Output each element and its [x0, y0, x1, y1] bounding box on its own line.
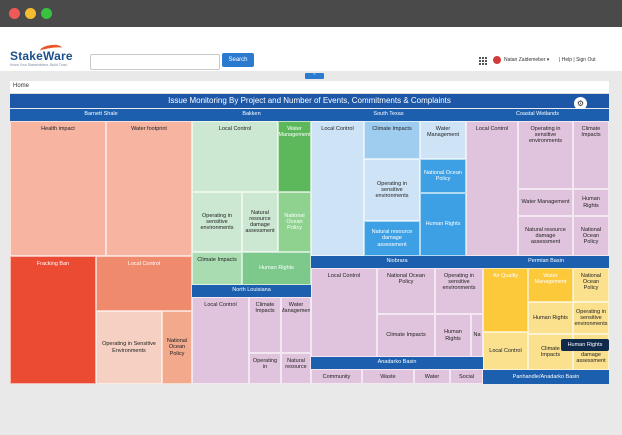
group-header[interactable]: Permian Basin	[483, 256, 609, 268]
treemap-cell[interactable]: Human Rights	[573, 189, 609, 216]
chart-title: Issue Monitoring By Project and Number o…	[10, 94, 609, 108]
treemap-cell[interactable]: Operating in sensitive environments	[364, 159, 420, 221]
treemap-cell[interactable]: Natural resource	[281, 353, 311, 384]
treemap-cell[interactable]: Health impact	[10, 121, 106, 256]
treemap-cell[interactable]: Operating in sensitive environments	[573, 302, 609, 334]
avatar[interactable]	[493, 56, 501, 64]
treemap-cell[interactable]: Operating in Sensitive Environments	[96, 311, 162, 384]
treemap-cell[interactable]: National Ocean Policy	[573, 268, 609, 302]
treemap-cell[interactable]: Human Rights	[420, 193, 466, 256]
treemap-cell[interactable]: Local Control	[311, 121, 364, 256]
treemap-cell[interactable]: Climate Impacts	[192, 252, 242, 285]
app-window: StakeWare Know Your Stakeholders. Build …	[0, 27, 622, 435]
logo[interactable]: StakeWare	[10, 49, 73, 63]
treemap-cell[interactable]: Operating in sensitive environments	[435, 268, 483, 314]
search-button[interactable]: Search	[222, 53, 254, 67]
group-header[interactable]: Anadarko Basin	[311, 357, 483, 369]
treemap-cell[interactable]: National Ocean Policy	[377, 268, 435, 314]
group-header[interactable]: South Texas	[311, 109, 466, 121]
treemap-cell[interactable]: Water Management	[528, 268, 573, 302]
nav-links: | Help | Sign Out	[559, 57, 596, 63]
treemap-cell[interactable]: Operating in sensitive environments	[192, 192, 242, 252]
user-menu[interactable]: Natan Zaidemeber ▾	[504, 57, 550, 63]
tooltip: Human Rights	[561, 339, 609, 351]
treemap-cell[interactable]: Operating in sensitive environments	[518, 121, 573, 189]
treemap-cell[interactable]: Waste	[362, 369, 414, 384]
treemap-cell[interactable]: Water footprint	[106, 121, 192, 256]
treemap-cell[interactable]: Water Management	[518, 189, 573, 216]
treemap-cell[interactable]: Water Management	[281, 297, 311, 353]
treemap-cell[interactable]: Natural resource damage assessment	[242, 192, 278, 252]
treemap: Barnett Shale Health impact Water footpr…	[10, 109, 609, 384]
apps-grid-icon[interactable]	[479, 57, 487, 65]
treemap-cell[interactable]: Na	[471, 314, 483, 357]
treemap-cell[interactable]: Operating in	[249, 353, 281, 384]
group-header[interactable]: Coastal Wetlands	[466, 109, 609, 121]
breadcrumb: Home	[10, 81, 609, 94]
treemap-cell[interactable]: National Ocean Policy	[162, 311, 192, 384]
treemap-cell[interactable]: Water Management	[420, 121, 466, 159]
treemap-cell[interactable]: Natural resource damage assessment	[518, 216, 573, 256]
treemap-cell[interactable]: Local Control	[192, 121, 278, 192]
treemap-cell[interactable]: Climate Impacts	[573, 121, 609, 189]
treemap-cell[interactable]: Human Rights	[435, 314, 471, 357]
treemap-cell[interactable]: Air Quality	[483, 268, 528, 332]
treemap-cell[interactable]: Climate Impacts	[249, 297, 281, 353]
collapse-header-button[interactable]: ⌃	[305, 73, 324, 79]
group-header[interactable]: Barnett Shale	[10, 109, 192, 121]
app-header: StakeWare Know Your Stakeholders. Build …	[0, 27, 622, 71]
logo-tagline: Know Your Stakeholders. Build Trust.	[10, 63, 68, 67]
treemap-cell[interactable]: Local Control	[466, 121, 518, 256]
treemap-cell[interactable]: Local Control	[483, 332, 528, 370]
minimize-window-button[interactable]	[25, 8, 36, 19]
group-header[interactable]: North Louisiana	[192, 285, 311, 297]
treemap-cell[interactable]: National Ocean Policy	[278, 192, 311, 252]
treemap-cell[interactable]: Fracking Ban	[10, 256, 96, 384]
group-header[interactable]: Panhandle/Anadarko Basin	[483, 370, 609, 384]
treemap-cell[interactable]: Climate Impacts	[364, 121, 420, 159]
treemap-cell[interactable]: Water Management	[278, 121, 311, 192]
username-label: Natan Zaidemeber	[504, 57, 546, 63]
group-header[interactable]: Bakken	[192, 109, 311, 121]
treemap-cell[interactable]: Local Control	[311, 268, 377, 357]
treemap-cell[interactable]: Community	[311, 369, 362, 384]
treemap-cell[interactable]: Human Rights	[242, 252, 311, 285]
window-titlebar	[0, 0, 622, 27]
gear-icon[interactable]: ⚙	[574, 97, 587, 110]
treemap-cell[interactable]: Water	[414, 369, 450, 384]
treemap-cell[interactable]: National Ocean Policy	[573, 216, 609, 256]
treemap-cell[interactable]: Climate Impacts	[377, 314, 435, 357]
treemap-cell[interactable]: Human Rights	[528, 302, 573, 334]
maximize-window-button[interactable]	[41, 8, 52, 19]
treemap-cell[interactable]: Natural resource damage assessment	[364, 221, 420, 256]
close-window-button[interactable]	[9, 8, 20, 19]
breadcrumb-home[interactable]: Home	[13, 83, 30, 89]
treemap-cell[interactable]: National Ocean Policy	[420, 159, 466, 193]
sign-out-link[interactable]: Sign Out	[576, 57, 596, 63]
treemap-cell[interactable]: Social	[450, 369, 483, 384]
treemap-cell[interactable]: Local Control	[192, 297, 249, 384]
search-input[interactable]	[90, 54, 220, 70]
group-header[interactable]: Niobrara	[311, 256, 483, 268]
help-link[interactable]: Help	[561, 57, 572, 63]
treemap-cell[interactable]: Local Control	[96, 256, 192, 311]
